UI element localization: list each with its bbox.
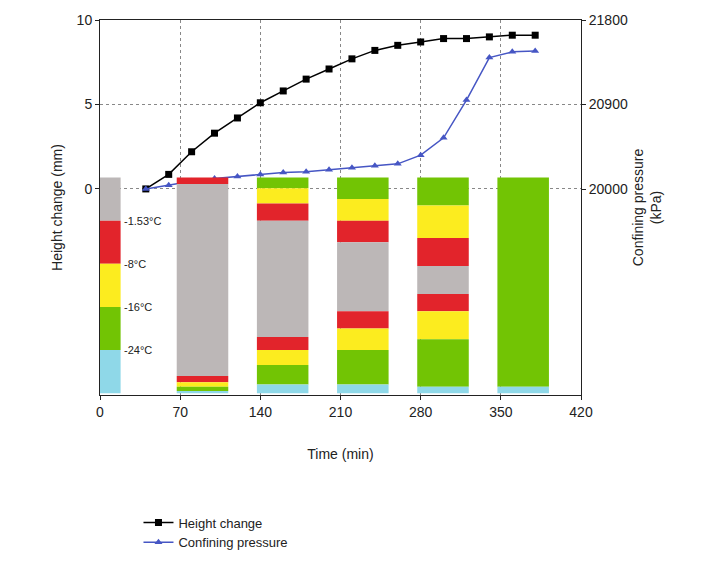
svg-text:Confining pressure: Confining pressure bbox=[178, 535, 287, 550]
svg-text:280: 280 bbox=[409, 404, 433, 420]
svg-text:0: 0 bbox=[96, 404, 104, 420]
svg-text:20900: 20900 bbox=[589, 96, 628, 112]
svg-text:Height change (mm): Height change (mm) bbox=[49, 144, 65, 271]
svg-text:-8°C: -8°C bbox=[124, 258, 146, 270]
svg-text:5: 5 bbox=[84, 96, 92, 112]
svg-text:10: 10 bbox=[77, 12, 93, 28]
svg-text:Confining pressure(kPa): Confining pressure(kPa) bbox=[630, 149, 664, 267]
svg-text:Time (min): Time (min) bbox=[307, 446, 373, 462]
svg-text:140: 140 bbox=[249, 404, 273, 420]
svg-text:-16°C: -16°C bbox=[124, 301, 152, 313]
svg-text:350: 350 bbox=[489, 404, 513, 420]
svg-text:210: 210 bbox=[329, 404, 353, 420]
svg-text:20000: 20000 bbox=[589, 181, 628, 197]
svg-text:70: 70 bbox=[172, 404, 188, 420]
svg-text:420: 420 bbox=[569, 404, 593, 420]
svg-text:-1.53°C: -1.53°C bbox=[124, 215, 161, 227]
svg-text:0: 0 bbox=[84, 181, 92, 197]
svg-text:21800: 21800 bbox=[589, 12, 628, 28]
svg-text:Height change: Height change bbox=[178, 516, 262, 531]
svg-text:-24°C: -24°C bbox=[124, 344, 152, 356]
